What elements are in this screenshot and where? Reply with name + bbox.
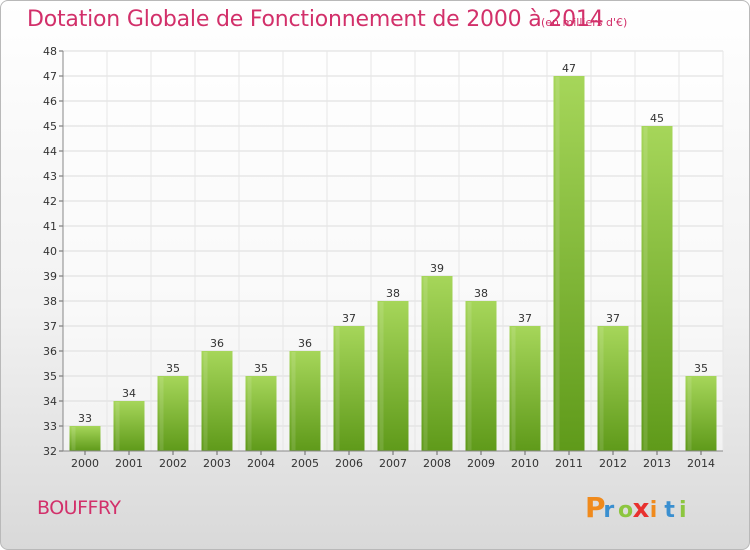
data-label-2007: 38	[386, 287, 400, 300]
x-tick-label-2012: 2012	[599, 457, 627, 470]
y-tick-label: 35	[43, 370, 57, 383]
data-label-2006: 37	[342, 312, 356, 325]
bar-2009	[465, 301, 497, 451]
data-label-2010: 37	[518, 312, 532, 325]
bar-2002	[157, 376, 189, 451]
data-label-2012: 37	[606, 312, 620, 325]
x-tick-label-2009: 2009	[467, 457, 495, 470]
y-tick-label: 48	[43, 45, 57, 58]
bar-highlight	[599, 327, 604, 450]
commune-name: BOUFFRY	[37, 497, 121, 519]
bar-2011	[553, 76, 585, 451]
logo-letter: o	[618, 498, 633, 523]
y-tick-label: 33	[43, 420, 57, 433]
logo-letter: i	[679, 498, 687, 523]
x-tick-label-2002: 2002	[159, 457, 187, 470]
bar-2001	[113, 401, 145, 451]
bars	[69, 76, 717, 451]
bar-2006	[333, 326, 365, 451]
logo-letter: x	[633, 494, 650, 524]
bar-highlight	[115, 402, 120, 450]
chart-title: Dotation Globale de Fonctionnement de 20…	[27, 7, 604, 32]
x-tick-label-2005: 2005	[291, 457, 319, 470]
bar-highlight	[467, 302, 472, 450]
x-tick-label-2003: 2003	[203, 457, 231, 470]
bar-2004	[245, 376, 277, 451]
bar-2005	[289, 351, 321, 451]
x-tick-label-2007: 2007	[379, 457, 407, 470]
y-tick-label: 43	[43, 170, 57, 183]
x-tick-label-2000: 2000	[71, 457, 99, 470]
data-label-2014: 35	[694, 362, 708, 375]
bar-2010	[509, 326, 541, 451]
y-tick-label: 38	[43, 295, 57, 308]
bar-highlight	[291, 352, 296, 450]
bar-highlight	[555, 77, 560, 450]
bar-highlight	[643, 127, 648, 450]
x-tick-label-2001: 2001	[115, 457, 143, 470]
data-label-2009: 38	[474, 287, 488, 300]
data-label-2013: 45	[650, 112, 664, 125]
y-tick-label: 32	[43, 445, 57, 458]
logo-letter: r	[603, 498, 614, 523]
bar-highlight	[379, 302, 384, 450]
bar-2012	[597, 326, 629, 451]
chart-subtitle: (en milliers d'€)	[541, 16, 628, 29]
logo-mark: Pr o x i t i	[585, 491, 687, 524]
x-tick-label-2010: 2010	[511, 457, 539, 470]
bar-2000	[69, 426, 101, 451]
y-tick-label: 41	[43, 220, 57, 233]
x-tick-label-2008: 2008	[423, 457, 451, 470]
y-tick-label: 39	[43, 270, 57, 283]
bar-2007	[377, 301, 409, 451]
y-tick-label: 42	[43, 195, 57, 208]
data-label-2000: 33	[78, 412, 92, 425]
bar-highlight	[511, 327, 516, 450]
bar-2003	[201, 351, 233, 451]
x-tick-label-2011: 2011	[555, 457, 583, 470]
data-label-2011: 47	[562, 62, 576, 75]
bar-highlight	[335, 327, 340, 450]
y-tick-label: 36	[43, 345, 57, 358]
bar-highlight	[423, 277, 428, 450]
data-label-2004: 35	[254, 362, 268, 375]
y-tick-label: 34	[43, 395, 57, 408]
bar-highlight	[687, 377, 692, 450]
data-label-2002: 35	[166, 362, 180, 375]
data-label-2005: 36	[298, 337, 312, 350]
y-tick-label: 40	[43, 245, 57, 258]
bar-2014	[685, 376, 717, 451]
logo-letter: P	[585, 491, 606, 524]
labels: 32 33 34 35 36 37 38 39 40 41 42 43 44 45 46 47 48 33 2000…	[43, 45, 715, 470]
bar-highlight	[203, 352, 208, 450]
x-tick-label-2014: 2014	[687, 457, 715, 470]
bar-highlight	[247, 377, 252, 450]
x-tick-label-2006: 2006	[335, 457, 363, 470]
bar-highlight	[71, 427, 76, 450]
y-tick-label: 47	[43, 70, 57, 83]
bar-highlight	[159, 377, 164, 450]
data-label-2003: 36	[210, 337, 224, 350]
bar-2013	[641, 126, 673, 451]
logo-letter: t	[664, 498, 675, 523]
x-tick-label-2013: 2013	[643, 457, 671, 470]
y-tick-label: 46	[43, 95, 57, 108]
y-tick-label: 37	[43, 320, 57, 333]
data-label-2008: 39	[430, 262, 444, 275]
y-tick-label: 44	[43, 145, 57, 158]
x-tick-label-2004: 2004	[247, 457, 275, 470]
logo-letter: i	[650, 498, 658, 523]
axes	[59, 50, 723, 455]
bar-2008	[421, 276, 453, 451]
y-tick-label: 45	[43, 120, 57, 133]
data-label-2001: 34	[122, 387, 136, 400]
